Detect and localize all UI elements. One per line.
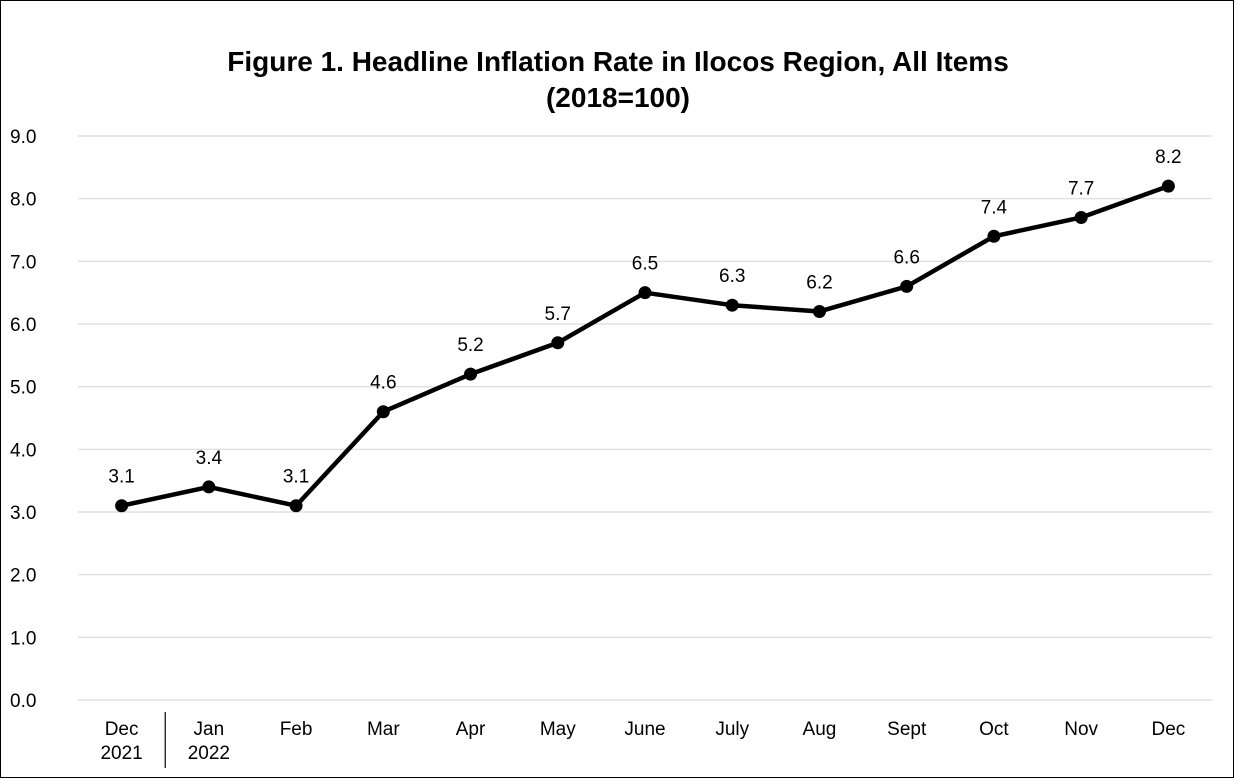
chart-title-line2: (2018=100) — [545, 82, 690, 113]
data-point — [900, 279, 914, 293]
data-label: 6.2 — [806, 272, 832, 293]
data-point — [289, 499, 303, 513]
data-point — [376, 405, 390, 419]
y-tick-label: 5.0 — [10, 378, 36, 399]
data-label: 8.2 — [1155, 147, 1181, 168]
x-tick-label: Aug — [803, 719, 837, 740]
data-point — [115, 499, 129, 513]
x-tick-label: 2021 — [100, 743, 142, 764]
x-tick-label: Dec — [105, 719, 139, 740]
chart-title: Figure 1. Headline Inflation Rate in Ilo… — [0, 44, 1236, 116]
y-tick-label: 4.0 — [10, 440, 36, 461]
x-tick-label: July — [715, 719, 749, 740]
y-tick-label: 9.0 — [10, 127, 36, 148]
y-tick-label: 6.0 — [10, 315, 36, 336]
data-label: 3.4 — [196, 448, 223, 469]
y-tick-label: 3.0 — [10, 503, 36, 524]
data-label: 3.1 — [108, 467, 134, 488]
y-tick-label: 1.0 — [10, 628, 36, 649]
data-point — [202, 480, 216, 494]
x-tick-label: June — [624, 719, 665, 740]
x-tick-label: Mar — [367, 719, 400, 740]
data-label: 5.7 — [545, 304, 571, 325]
x-tick-label: Nov — [1064, 719, 1098, 740]
y-tick-label: 0.0 — [10, 691, 36, 712]
data-point — [464, 367, 478, 381]
data-point — [987, 229, 1001, 243]
data-point — [638, 286, 652, 300]
data-label: 3.1 — [283, 467, 309, 488]
x-tick-label: Sept — [887, 719, 927, 740]
data-label: 7.7 — [1068, 178, 1094, 199]
data-label: 6.5 — [632, 254, 658, 275]
y-tick-label: 2.0 — [10, 566, 36, 587]
x-tick-label: Apr — [456, 719, 486, 740]
x-tick-label: Oct — [979, 719, 1009, 740]
x-tick-label: Dec — [1151, 719, 1185, 740]
data-point — [725, 298, 739, 312]
data-point — [1161, 179, 1175, 193]
data-point — [812, 304, 826, 318]
data-label: 6.6 — [893, 247, 919, 268]
chart-title-line1: Figure 1. Headline Inflation Rate in Ilo… — [227, 46, 1009, 77]
x-tick-label: Jan — [194, 719, 225, 740]
x-tick-label: 2022 — [188, 743, 230, 764]
x-tick-label: May — [540, 719, 576, 740]
y-tick-label: 8.0 — [10, 190, 36, 211]
data-label: 7.4 — [981, 197, 1008, 218]
data-label: 6.3 — [719, 266, 745, 287]
data-point — [551, 336, 565, 350]
data-label: 5.2 — [457, 335, 483, 356]
data-point — [1074, 210, 1088, 224]
data-label: 4.6 — [370, 373, 396, 394]
x-tick-label: Feb — [280, 719, 313, 740]
series-line — [121, 184, 1170, 508]
y-tick-label: 7.0 — [10, 252, 36, 273]
